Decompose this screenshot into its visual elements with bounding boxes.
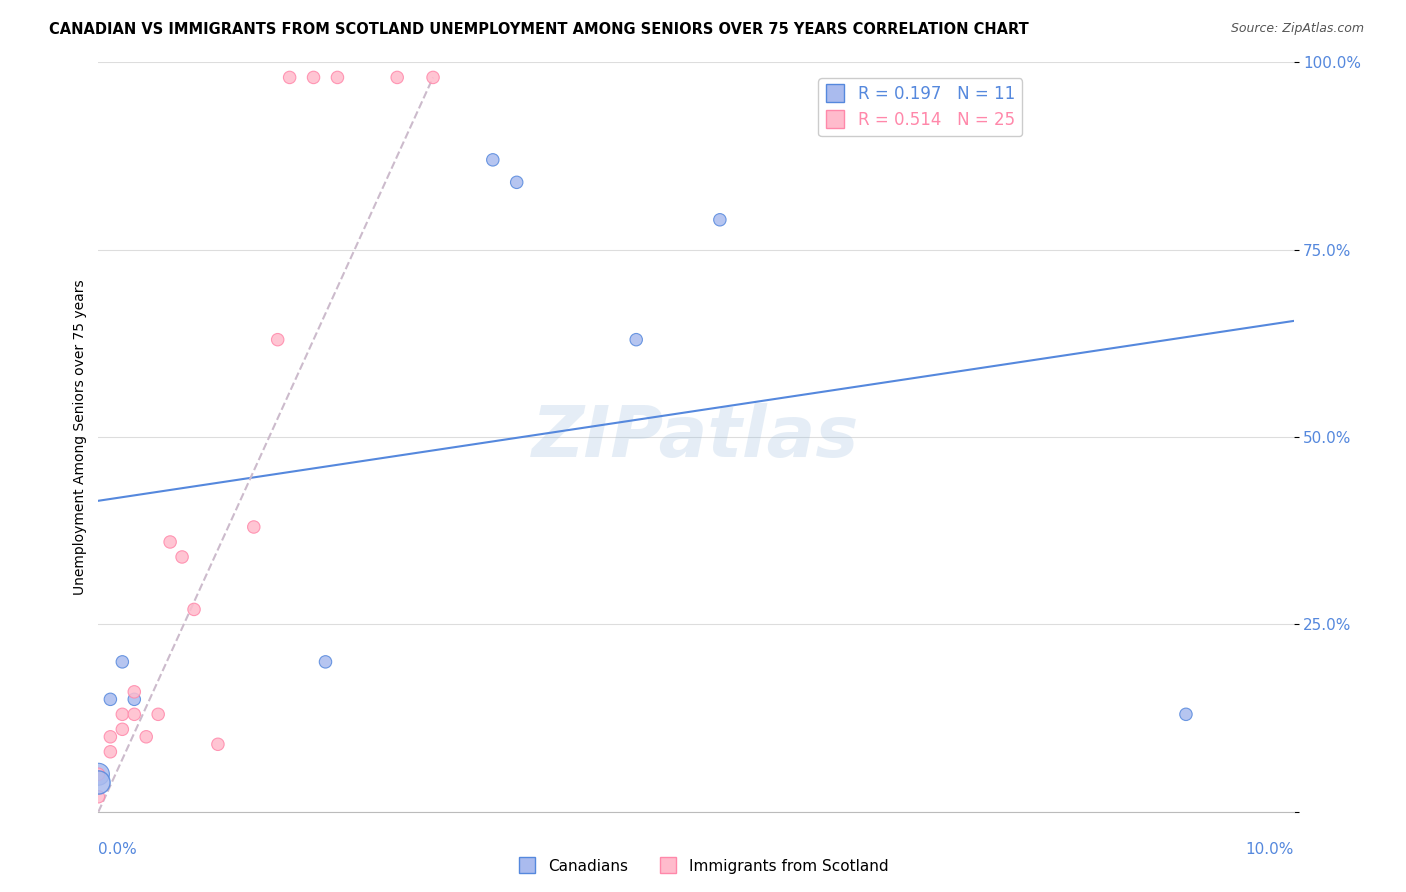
Point: [267, 333, 290, 347]
Point: [124, 707, 146, 722]
Point: [207, 737, 229, 751]
Text: 0.0%: 0.0%: [98, 842, 138, 856]
Point: [183, 602, 205, 616]
Point: [172, 549, 194, 564]
Point: [111, 707, 134, 722]
Legend: R = 0.197   N = 11, R = 0.514   N = 25: R = 0.197 N = 11, R = 0.514 N = 25: [818, 78, 1022, 136]
Point: [315, 655, 337, 669]
Text: Source: ZipAtlas.com: Source: ZipAtlas.com: [1230, 22, 1364, 36]
Point: [302, 70, 325, 85]
Point: [98, 745, 122, 759]
Point: [159, 535, 181, 549]
Point: [98, 692, 122, 706]
Point: [385, 70, 409, 85]
Point: [243, 520, 266, 534]
Point: [124, 685, 146, 699]
Point: [135, 730, 157, 744]
Point: [98, 730, 122, 744]
Point: [87, 767, 110, 781]
Point: [709, 212, 731, 227]
Text: ZIPatlas: ZIPatlas: [533, 402, 859, 472]
Point: [278, 70, 301, 85]
Text: 10.0%: 10.0%: [1246, 842, 1294, 856]
Point: [87, 774, 110, 789]
Point: [326, 70, 349, 85]
Point: [111, 655, 134, 669]
Point: [422, 70, 444, 85]
Text: CANADIAN VS IMMIGRANTS FROM SCOTLAND UNEMPLOYMENT AMONG SENIORS OVER 75 YEARS CO: CANADIAN VS IMMIGRANTS FROM SCOTLAND UNE…: [49, 22, 1029, 37]
Point: [1175, 707, 1198, 722]
Legend: Canadians, Immigrants from Scotland: Canadians, Immigrants from Scotland: [512, 853, 894, 880]
Point: [482, 153, 505, 167]
Point: [148, 707, 170, 722]
Point: [87, 789, 110, 804]
Point: [506, 175, 529, 189]
Point: [87, 767, 110, 781]
Y-axis label: Unemployment Among Seniors over 75 years: Unemployment Among Seniors over 75 years: [73, 279, 87, 595]
Point: [124, 692, 146, 706]
Point: [626, 333, 648, 347]
Point: [111, 723, 134, 737]
